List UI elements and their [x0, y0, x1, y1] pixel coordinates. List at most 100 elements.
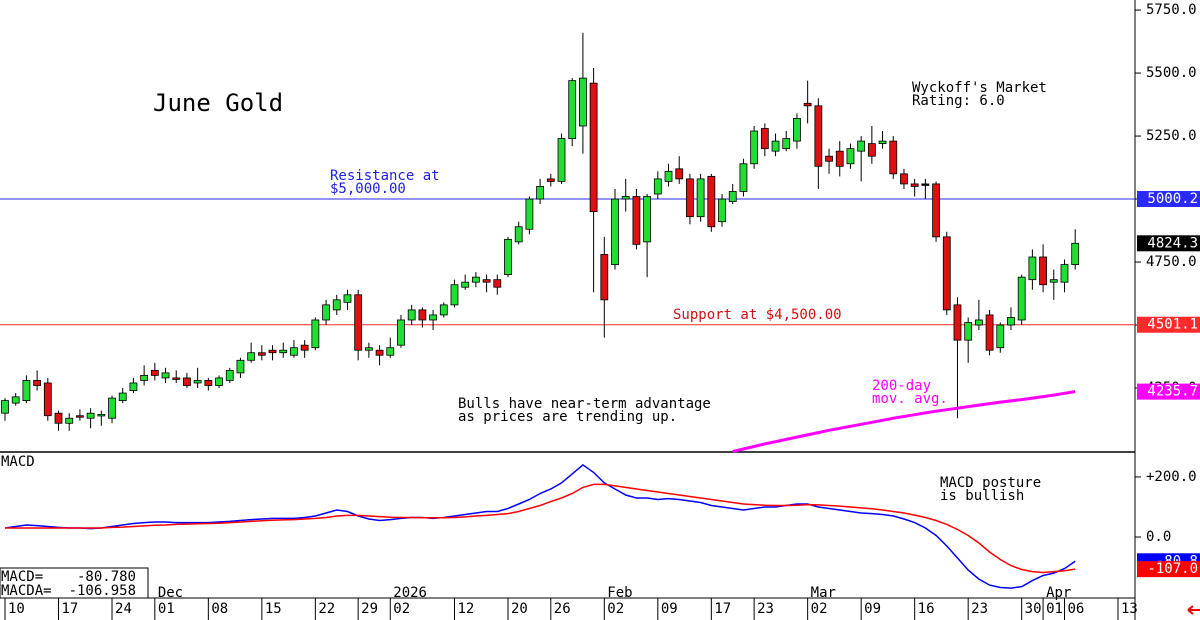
x-tick-label: 24	[115, 601, 132, 617]
candle-body	[867, 143, 876, 157]
legend-value: -80.780	[77, 569, 136, 585]
candle-body	[215, 377, 223, 386]
y-tick-label: 5750.0	[1146, 2, 1197, 18]
annotation: Support at $4,500.00	[673, 307, 842, 323]
candle-body	[739, 163, 748, 192]
candle-body	[1028, 256, 1037, 281]
candle-body	[1049, 279, 1058, 283]
candle-body	[686, 178, 694, 218]
macd-value-label: -107.0	[1147, 561, 1198, 577]
candle-body	[857, 140, 866, 152]
candle-body	[707, 175, 716, 228]
candle-body	[1071, 242, 1080, 265]
scroll-arrow[interactable]	[1187, 605, 1200, 615]
x-tick-label: 23	[757, 601, 774, 617]
chart-title: June Gold	[153, 89, 283, 117]
candle-body	[579, 77, 587, 127]
candle-body	[129, 382, 138, 391]
candle-body	[172, 377, 181, 380]
candle-body	[354, 294, 363, 351]
annotation: mov. avg.	[872, 391, 948, 407]
annotation: Rating: 6.0	[912, 93, 1005, 109]
x-tick-label: 06	[1067, 601, 1084, 617]
candle-body	[803, 102, 812, 107]
candle-body	[718, 198, 726, 223]
candle-body	[964, 322, 973, 341]
candle-body	[1039, 256, 1047, 286]
y-tick-label: 0.0	[1146, 529, 1171, 545]
candle-body	[910, 183, 919, 187]
annotation: Wyckoff's Market	[912, 80, 1047, 96]
candle-body	[600, 254, 609, 301]
candle-body	[536, 186, 544, 200]
candle-body	[150, 369, 159, 376]
candle-body	[461, 281, 470, 288]
candle-body	[728, 191, 737, 202]
candle-body	[140, 375, 149, 381]
candle-body	[183, 377, 191, 386]
candle-body	[439, 304, 448, 316]
candle-body	[407, 309, 416, 321]
candle-body	[921, 183, 930, 186]
candle-body	[118, 392, 127, 402]
candle-body	[482, 279, 491, 283]
candle-body	[311, 319, 320, 349]
candle-body	[942, 236, 951, 311]
candle-body	[236, 359, 245, 374]
candle-body	[1060, 264, 1069, 283]
x-tick-label: 22	[318, 601, 335, 617]
candle-body	[846, 148, 855, 165]
candle-body	[450, 284, 459, 306]
candle-body	[161, 372, 170, 379]
y-tick-label: 5250.0	[1146, 128, 1197, 144]
candle-body	[343, 294, 352, 303]
annotation: MACD posture	[940, 475, 1041, 491]
candle-body	[974, 319, 983, 326]
candle-body	[33, 380, 42, 386]
candle-body	[268, 349, 277, 354]
candle-body	[1007, 317, 1015, 326]
candle-body	[204, 380, 213, 386]
x-tick-label: 02	[811, 601, 828, 617]
candle-body	[632, 196, 641, 245]
candle-body	[11, 396, 20, 404]
legend-label: MACDA=	[1, 583, 52, 599]
annotation: is bullish	[940, 488, 1024, 504]
x-tick-label: 02	[393, 601, 410, 617]
candle-body	[418, 309, 427, 321]
x-tick-label: 23	[971, 601, 988, 617]
y-tick-label: +200.0	[1146, 469, 1197, 485]
candle-body	[290, 347, 298, 356]
candle-body	[22, 380, 31, 402]
candle-body	[193, 380, 202, 384]
candle-body	[54, 412, 63, 424]
candle-body	[332, 299, 341, 311]
candle-body	[43, 382, 52, 417]
candle-body	[675, 168, 684, 180]
candle-body	[621, 196, 630, 200]
x-tick-label: 13	[1121, 601, 1138, 617]
annotation: Bulls have near-term advantage	[458, 396, 711, 412]
x-tick-label: 29	[361, 601, 378, 617]
ma-value-label-box	[1137, 383, 1200, 400]
candle-body	[835, 150, 844, 167]
candle-body	[932, 183, 940, 238]
annotation: $5,000.00	[330, 181, 406, 197]
candle-body	[611, 198, 619, 265]
candle-body	[546, 178, 555, 182]
candle-body	[1017, 276, 1026, 321]
x-tick-label: 15	[265, 601, 282, 617]
macd-line	[4, 463, 1076, 589]
candle-body	[97, 414, 106, 417]
candle-body	[643, 196, 652, 243]
legend-label: MACD=	[1, 569, 43, 585]
candle-body	[429, 314, 437, 321]
candle-body	[386, 347, 395, 356]
candle-body	[247, 352, 256, 361]
month-label: Apr	[1046, 585, 1071, 601]
candle-body	[225, 369, 234, 381]
level-label-box	[1137, 316, 1200, 333]
candle-body	[76, 415, 84, 418]
candle-body	[664, 170, 673, 182]
